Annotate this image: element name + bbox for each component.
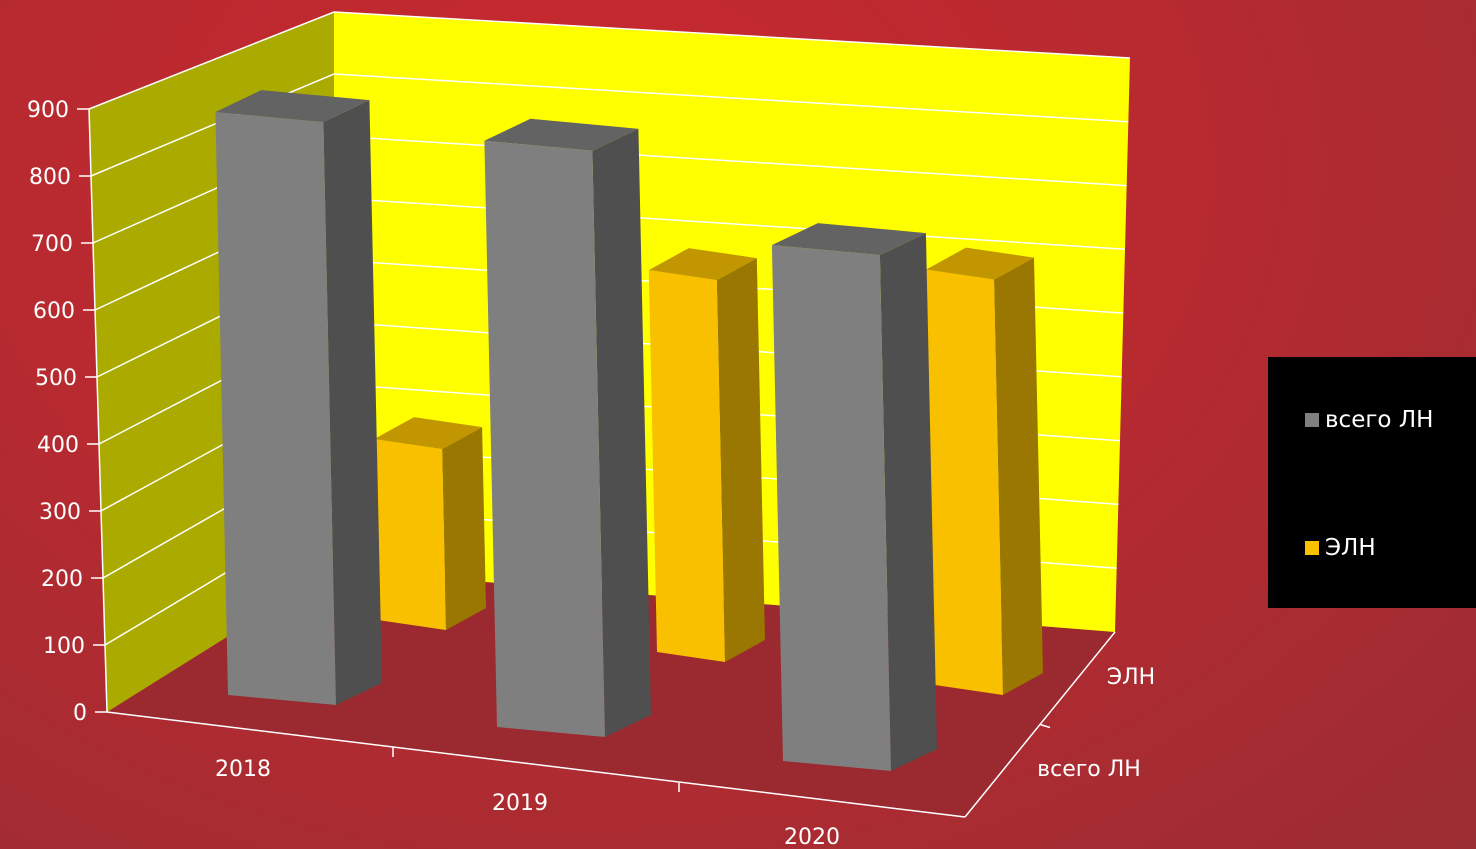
- bar-front: [926, 270, 1003, 695]
- y-tick-label-100: 100: [43, 634, 85, 659]
- bar-front: [215, 112, 336, 705]
- bar-side: [442, 427, 486, 630]
- y-tick-label-900: 900: [27, 98, 69, 123]
- legend-label-1: ЭЛН: [1325, 535, 1376, 561]
- legend: всего ЛН ЭЛН: [1268, 357, 1476, 608]
- bar-eln-2020: [926, 248, 1043, 695]
- bar-vsego-ln-2020: [772, 223, 937, 771]
- bar-front: [484, 141, 605, 737]
- x-tick-label-2020: 2020: [784, 825, 840, 849]
- x-tick-label-2018: 2018: [215, 757, 271, 782]
- bar-vsego-ln-2019: [484, 119, 651, 737]
- legend-swatch-1: [1305, 541, 1319, 555]
- bar-front: [772, 245, 891, 771]
- legend-swatch-0: [1305, 413, 1319, 427]
- bar-front: [374, 439, 446, 630]
- legend-item-1: ЭЛН: [1305, 535, 1376, 561]
- bar-eln-2018: [374, 417, 486, 630]
- depth-label-0: ЭЛН: [1107, 665, 1155, 690]
- y-tick-label-400: 400: [37, 433, 79, 458]
- depth-label-1: всего ЛН: [1037, 757, 1141, 782]
- y-tick-label-0: 0: [73, 701, 87, 726]
- legend-item-0: всего ЛН: [1305, 407, 1433, 433]
- bar-vsego-ln-2018: [215, 90, 382, 705]
- y-tick-label-200: 200: [41, 567, 83, 592]
- bar-side: [717, 258, 765, 662]
- y-tick-label-800: 800: [29, 165, 71, 190]
- legend-label-0: всего ЛН: [1325, 407, 1433, 433]
- bar-eln-2019: [649, 248, 765, 662]
- y-tick-label-500: 500: [35, 366, 77, 391]
- y-tick-label-700: 700: [31, 232, 73, 257]
- y-tick-label-600: 600: [33, 299, 75, 324]
- bar-front: [649, 270, 725, 662]
- y-tick-label-300: 300: [39, 500, 81, 525]
- depth-tick-mark: [1040, 725, 1050, 728]
- x-tick-label-2019: 2019: [492, 791, 548, 816]
